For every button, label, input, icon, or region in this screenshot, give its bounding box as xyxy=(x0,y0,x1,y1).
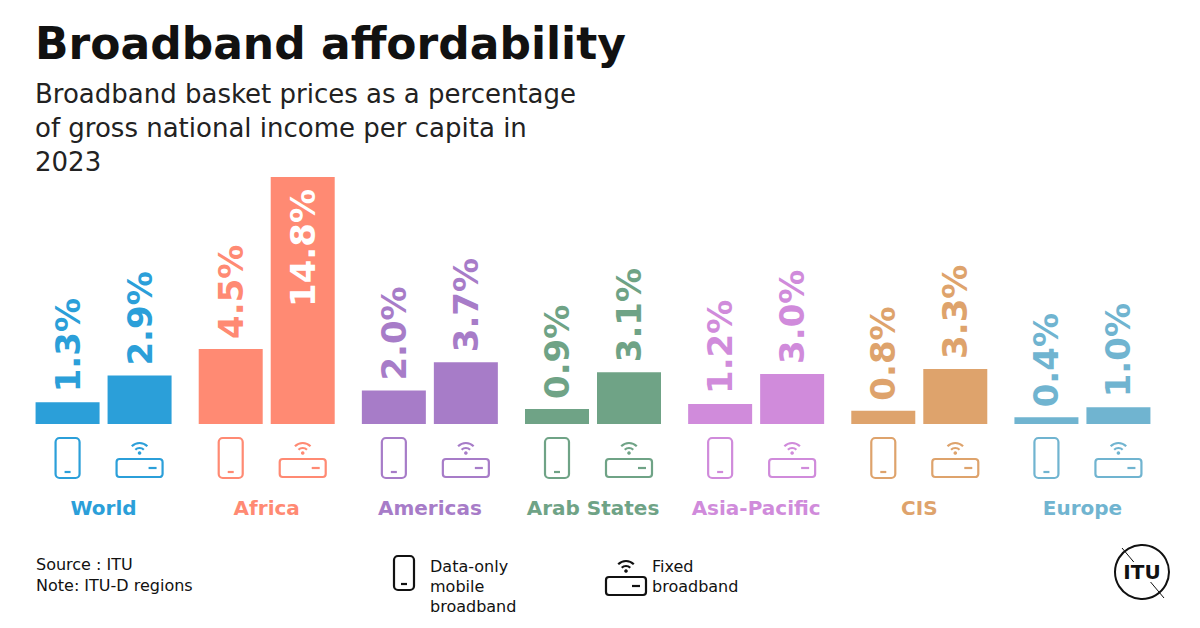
svg-text:ITU: ITU xyxy=(1123,560,1160,584)
svg-text:mobile: mobile xyxy=(430,577,489,596)
svg-text:Fixed: Fixed xyxy=(652,557,699,576)
svg-text:1.2%: 1.2% xyxy=(700,300,740,394)
svg-text:0.9%: 0.9% xyxy=(537,305,577,399)
svg-text:broadband: broadband xyxy=(430,597,516,616)
svg-text:4.5%: 4.5% xyxy=(211,245,251,339)
svg-text:Africa: Africa xyxy=(234,496,300,520)
svg-text:Note: ITU-D regions: Note: ITU-D regions xyxy=(36,576,193,595)
svg-text:2.9%: 2.9% xyxy=(120,271,160,365)
svg-text:Asia-Pacific: Asia-Pacific xyxy=(692,496,821,520)
svg-text:of gross national income per c: of gross national income per capita in xyxy=(35,113,535,143)
svg-text:0.4%: 0.4% xyxy=(1026,313,1066,407)
svg-text:2023: 2023 xyxy=(35,147,101,177)
svg-text:CIS: CIS xyxy=(901,496,938,520)
svg-text:3.0%: 3.0% xyxy=(772,270,812,364)
svg-text:Broadband affordability: Broadband affordability xyxy=(35,18,626,69)
svg-text:Source : ITU: Source : ITU xyxy=(36,555,133,574)
svg-text:Arab States: Arab States xyxy=(527,496,660,520)
svg-text:Americas: Americas xyxy=(378,496,482,520)
svg-text:Broadband basket prices as a p: Broadband basket prices as a percentage xyxy=(35,79,584,109)
svg-text:0.8%: 0.8% xyxy=(863,306,903,400)
svg-text:2.0%: 2.0% xyxy=(374,286,414,380)
svg-text:Europe: Europe xyxy=(1043,496,1122,520)
svg-text:3.7%: 3.7% xyxy=(446,258,486,352)
svg-text:World: World xyxy=(71,496,137,520)
svg-text:3.1%: 3.1% xyxy=(609,268,649,362)
svg-text:Data-only: Data-only xyxy=(430,557,513,576)
svg-text:14.8%: 14.8% xyxy=(283,189,323,307)
svg-text:broadband: broadband xyxy=(652,577,738,596)
svg-text:1.3%: 1.3% xyxy=(48,298,88,392)
svg-text:1.0%: 1.0% xyxy=(1098,303,1138,397)
svg-text:3.3%: 3.3% xyxy=(935,265,975,359)
